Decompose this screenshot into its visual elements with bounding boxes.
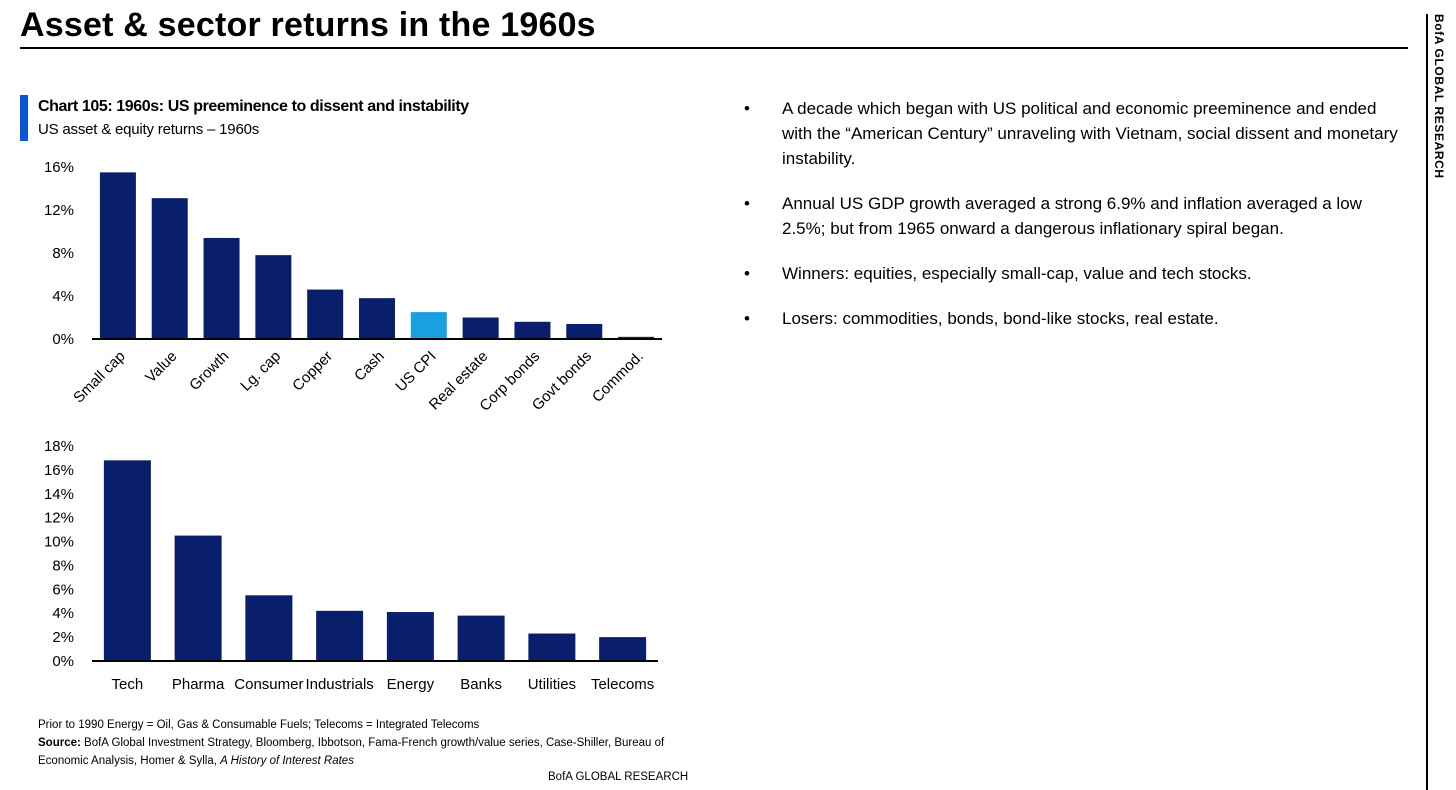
sector-returns-chart: 0% 2% 4% 6% 8% 10% 12% 14% 16% 18% Tech Pharma Consu… xyxy=(44,438,658,693)
x-tick-label: Pharma xyxy=(172,676,225,693)
bullet-list: • A decade which began with US political … xyxy=(740,96,1410,351)
x-tick-label: Telecoms xyxy=(591,676,654,693)
footnote-note: Prior to 1990 Energy = Oil, Gas & Consum… xyxy=(38,719,480,731)
source-label: Source: xyxy=(38,737,81,749)
bar xyxy=(462,317,499,339)
bullet-item: • A decade which began with US political … xyxy=(740,96,1410,171)
bar xyxy=(103,460,151,661)
y-tick-label: 6% xyxy=(52,581,74,598)
bar xyxy=(599,637,647,661)
y-tick-label: 10% xyxy=(44,534,74,551)
source-text: BofA Global Investment Strategy, Bloombe… xyxy=(38,737,665,767)
bullet-item: • Winners: equities, especially small-cap… xyxy=(740,261,1410,286)
bar xyxy=(151,198,188,339)
bullet-item: • Losers: commodities, bonds, bond-like s… xyxy=(740,306,1410,331)
footnote: Prior to 1990 Energy = Oil, Gas & Consum… xyxy=(38,716,678,770)
y-tick-label: 8% xyxy=(52,245,74,262)
bullet-dot-icon: • xyxy=(744,194,750,213)
bullet-dot-icon: • xyxy=(744,309,750,328)
y-tick-label: 16% xyxy=(44,462,74,479)
chart-title: Chart 105: 1960s: US preeminence to diss… xyxy=(38,98,469,115)
y-tick-label: 2% xyxy=(52,629,74,646)
x-tick-label: Industrials xyxy=(305,676,373,693)
y-tick-label: 12% xyxy=(44,202,74,219)
bar xyxy=(359,298,395,339)
y-tick-label: 12% xyxy=(44,510,74,527)
bar xyxy=(618,336,655,339)
bar xyxy=(566,323,603,339)
bullet-item: • Annual US GDP growth averaged a strong … xyxy=(740,191,1410,241)
bar xyxy=(410,312,447,339)
y-tick-label: 4% xyxy=(52,288,74,305)
bar xyxy=(307,289,344,339)
bar xyxy=(514,321,551,339)
footer-brand: BofA GLOBAL RESEARCH xyxy=(548,771,689,783)
x-tick-label: Consumer xyxy=(234,676,303,693)
y-tick-label: 0% xyxy=(52,331,74,348)
y-tick-label: 4% xyxy=(52,605,74,622)
bar xyxy=(245,595,293,661)
chart-accent-bar xyxy=(20,95,28,141)
asset-returns-chart: 0%4%8%12%16%Small cap Value Growth Lg. cap C… xyxy=(44,159,662,415)
chart-subtitle: US asset & equity returns – 1960s xyxy=(38,121,260,138)
y-tick-label: 8% xyxy=(52,557,74,574)
y-tick-label: 14% xyxy=(44,486,74,503)
side-divider xyxy=(1426,14,1428,790)
bar xyxy=(255,255,292,339)
title-divider xyxy=(20,47,1408,49)
y-tick-label: 18% xyxy=(44,438,74,455)
source-italic: A History of Interest Rates xyxy=(220,755,354,767)
bullet-dot-icon: • xyxy=(744,99,750,118)
bar xyxy=(203,237,240,339)
x-tick-label: Banks xyxy=(460,676,502,693)
bar xyxy=(457,615,505,661)
bar xyxy=(528,633,576,661)
footnote-source: Source: BofA Global Investment Strategy,… xyxy=(38,734,678,770)
y-tick-label: 0% xyxy=(52,653,74,670)
side-brand-text: BofA GLOBAL RESEARCH xyxy=(1432,14,1446,179)
bullet-dot-icon: • xyxy=(744,264,750,283)
bar xyxy=(386,612,434,661)
x-tick-label: Utilities xyxy=(528,676,576,693)
x-tick-label: Tech xyxy=(112,676,144,693)
bar xyxy=(99,172,136,339)
page-title: Asset & sector returns in the 1960s xyxy=(20,6,596,44)
bar xyxy=(174,535,222,661)
bar xyxy=(316,610,364,661)
y-tick-label: 16% xyxy=(44,159,74,176)
x-tick-label: Energy xyxy=(387,676,435,693)
side-brand: BofA GLOBAL RESEARCH xyxy=(1428,14,1448,184)
